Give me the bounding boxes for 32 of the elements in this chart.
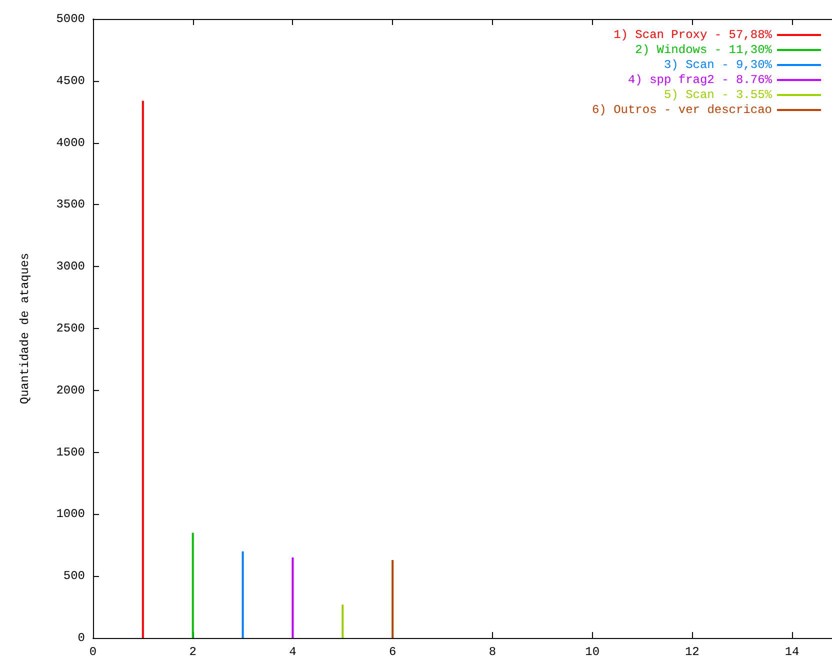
legend-label: 2) Windows - 11,30% — [635, 43, 773, 57]
y-tick-label: 4000 — [56, 136, 85, 150]
y-tick-label: 0 — [78, 631, 85, 645]
bar — [142, 100, 144, 638]
legend-label: 3) Scan - 9,30% — [664, 58, 773, 72]
bar — [192, 532, 194, 638]
y-tick-label: 3000 — [56, 260, 85, 274]
x-tick-label: 6 — [388, 645, 396, 659]
y-axis-title: Quantidade de ataques — [18, 252, 32, 404]
x-tick-label: 4 — [289, 645, 296, 659]
x-tick-label: 0 — [89, 645, 97, 659]
legend-label: 6) Outros - ver descricao — [592, 103, 772, 117]
y-tick-label: 3500 — [56, 198, 85, 212]
bar — [392, 560, 394, 638]
legend-label: 5) Scan - 3.55% — [664, 88, 773, 102]
y-tick-label: 5000 — [56, 12, 85, 26]
y-tick-label: 4500 — [56, 74, 85, 88]
y-tick-label: 1500 — [56, 445, 85, 460]
x-tick-label: 8 — [488, 645, 496, 659]
y-tick-label: 2000 — [56, 383, 85, 398]
bar — [292, 558, 294, 638]
y-tick-label: 1000 — [56, 507, 85, 522]
x-tick-label: 12 — [684, 645, 700, 659]
legend-label: 1) Scan Proxy - 57,88% — [614, 28, 773, 42]
bar — [342, 604, 344, 638]
y-tick-label: 2500 — [56, 322, 85, 336]
bar — [242, 551, 244, 638]
legend-label: 4) spp frag2 - 8.76% — [628, 73, 773, 87]
x-tick-label: 10 — [585, 645, 600, 659]
y-tick-label: 500 — [63, 569, 85, 584]
x-tick-label: 2 — [189, 645, 196, 659]
x-tick-label: 14 — [784, 645, 800, 659]
